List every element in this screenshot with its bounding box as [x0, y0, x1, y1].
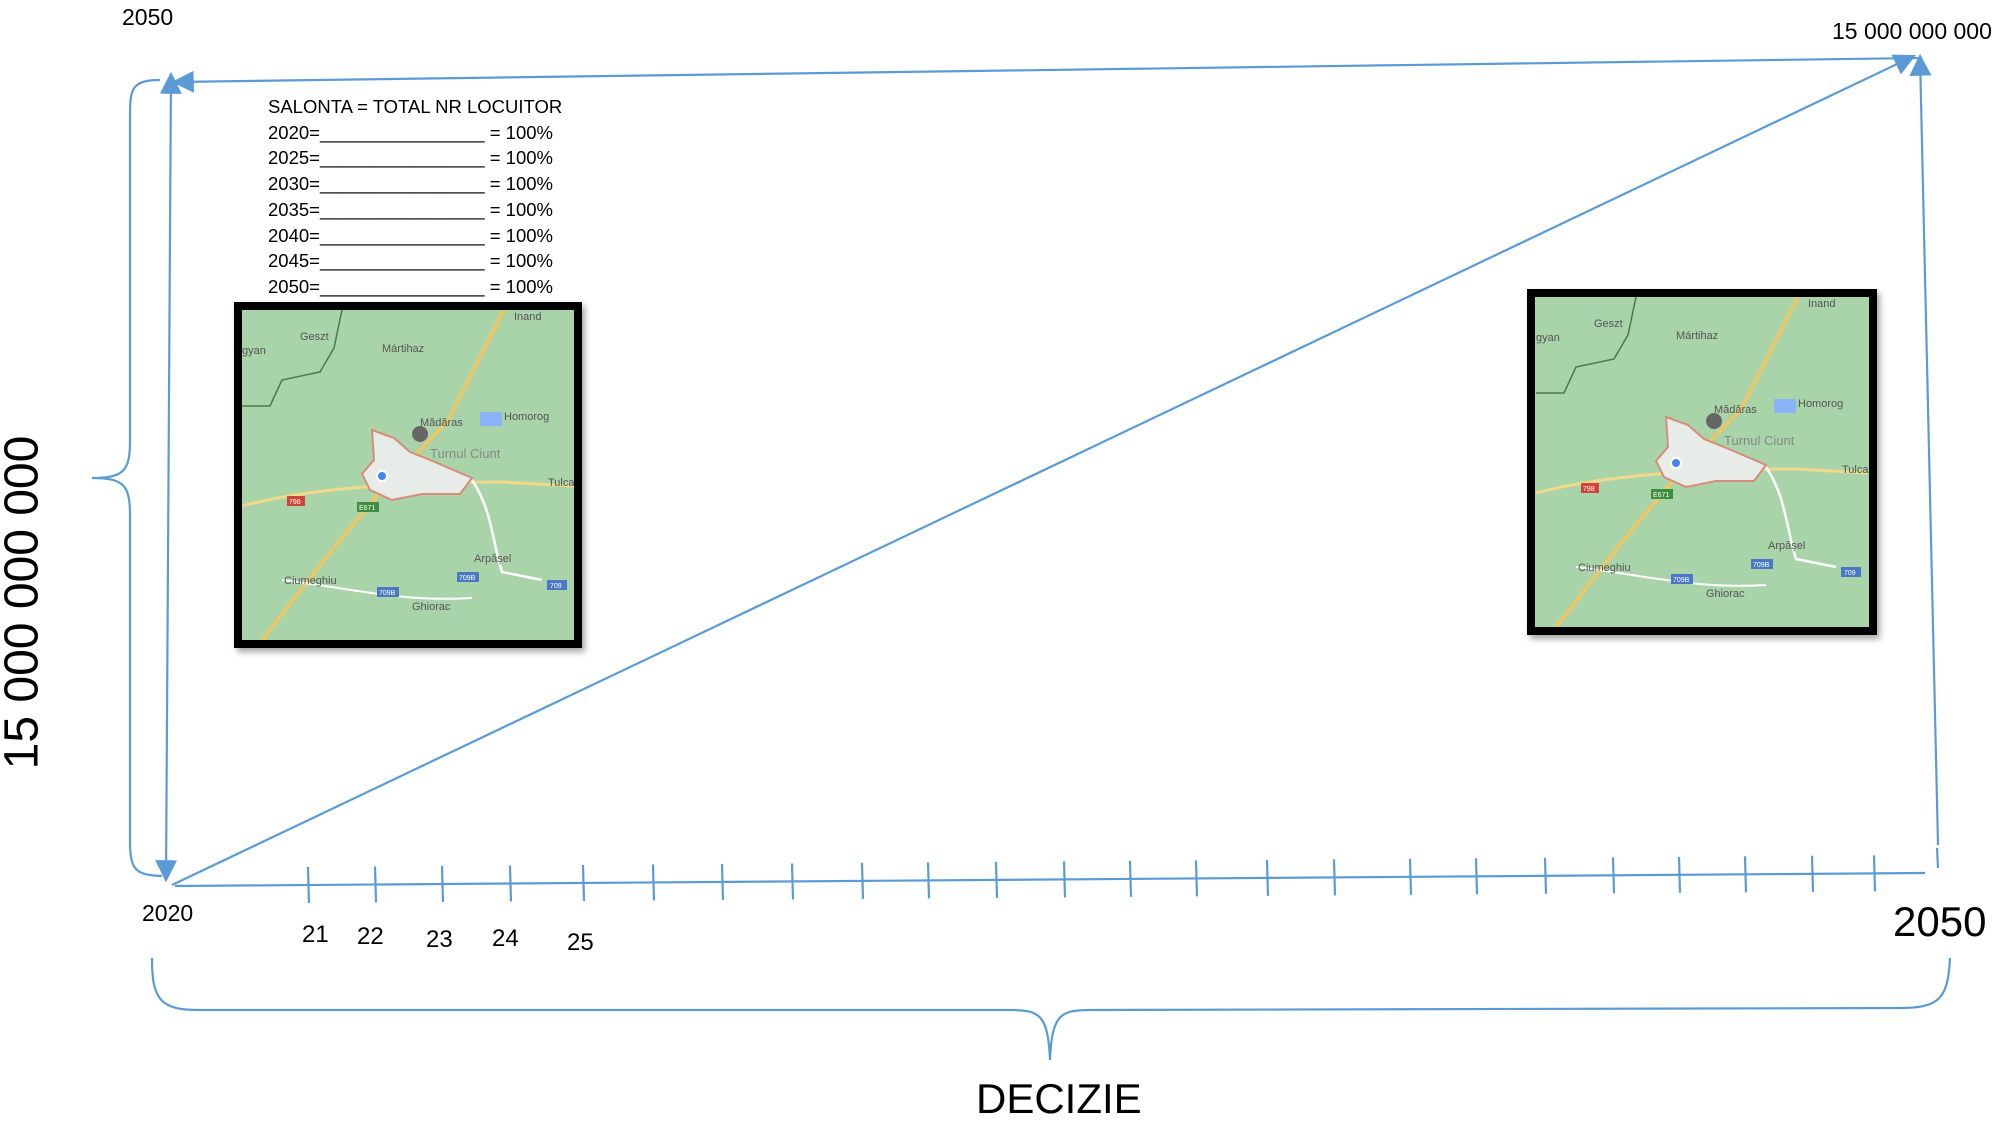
x-axis-tick [1474, 858, 1479, 895]
x-axis-tick [1265, 859, 1270, 896]
map-place-label: Tulca [548, 477, 574, 489]
table-row: 2050=________________ = 100% [268, 275, 553, 297]
top-left-year: 2050 [122, 4, 174, 30]
map-place-label: Mártihaz [1676, 330, 1718, 342]
x-axis-tick [720, 863, 725, 900]
map-graphic: Geszt Mártihaz Inand Mădăras Homorog Tur… [242, 310, 574, 640]
road-badge: 709B [1753, 562, 1770, 569]
x-axis-end [1935, 847, 1940, 869]
bottom-brace [150, 957, 1952, 1061]
salonta-map-right: Geszt Mártihaz Inand Mădăras Homorog Tur… [1527, 289, 1877, 635]
table-row: 2025=________________ = 100% [268, 147, 553, 169]
map-place-label: Geszt [1594, 318, 1623, 330]
x-axis-tick [1062, 861, 1067, 898]
top-right-value: 15 000 000 000 [1832, 18, 1992, 44]
table-title: SALONTA = TOTAL NR LOCUITOR [268, 96, 563, 117]
bottom-label: DECIZIE [976, 1075, 1142, 1122]
map-place-label: Turnul Ciunt [1724, 433, 1795, 448]
x-axis-tick [581, 864, 586, 901]
x-axis-tick [994, 861, 999, 898]
road-badge: E671 [1653, 492, 1669, 499]
table-row: 2030=________________ = 100% [268, 173, 553, 195]
left-arrow [155, 71, 182, 883]
map-place-label: Arpășel [1768, 540, 1805, 552]
x-axis-tick [1194, 860, 1199, 897]
x-axis-tick [1677, 856, 1682, 893]
right-arrow [1909, 53, 1940, 846]
x-axis-tick [860, 862, 865, 899]
road-badge: 709B [1673, 577, 1690, 584]
x-tick-label: 24 [492, 925, 519, 952]
map-graphic: Geszt Mártihaz Inand Mădăras Homorog Tur… [1535, 297, 1869, 627]
x-axis-tick [440, 865, 445, 903]
x-tick-label: 22 [357, 923, 384, 950]
map-place-label: Mădăras [1714, 404, 1757, 416]
table-row: 2040=________________ = 100% [268, 224, 553, 246]
map-place-label: Homorog [504, 411, 549, 423]
top-arrow [171, 56, 1919, 93]
map-place-label: Ciumeghiu [1578, 562, 1631, 574]
salonta-map-left: Geszt Mártihaz Inand Mădăras Homorog Tur… [234, 302, 582, 648]
x-axis-tick [1611, 857, 1616, 894]
x-axis-tick [1332, 859, 1337, 896]
population-table: SALONTA = TOTAL NR LOCUITOR 2020=_______… [268, 94, 562, 300]
x-axis-tick [1128, 860, 1133, 897]
map-place-label: Tulca [1842, 464, 1869, 476]
x-axis-tick [1743, 856, 1748, 893]
x-axis-tick [306, 866, 311, 904]
x-axis-tick [790, 863, 795, 900]
map-place-label: Ghiorac [1706, 588, 1745, 600]
map-edge-label: gyan [1536, 332, 1560, 344]
map-place-label: Mădăras [420, 417, 463, 429]
map-place-label: Turnul Ciunt [430, 446, 501, 461]
road-badge: 709 [1844, 570, 1856, 577]
x-tick-label: 23 [426, 926, 453, 953]
map-place-label: Ghiorac [412, 601, 451, 613]
map-place-label: Geszt [300, 331, 329, 343]
x-axis-tick [926, 862, 931, 899]
diagonal-arrow [171, 54, 1916, 886]
x-axis-tick [373, 866, 378, 903]
y-axis-label: 15 000 000 000 [0, 435, 49, 770]
x-tick-label: 21 [302, 921, 329, 948]
x-axis-tick [1872, 855, 1877, 892]
table-row: 2020=________________ = 100% [268, 121, 553, 143]
map-place-label: Homorog [1798, 398, 1843, 410]
x-axis-tick [1408, 858, 1413, 895]
map-place-label: Arpășel [474, 553, 511, 565]
x-axis-ticks [306, 855, 1877, 904]
road-badge: 798 [289, 499, 301, 506]
x-tick-label: 25 [567, 929, 594, 956]
x-axis-tick [508, 865, 513, 902]
road-badge: E671 [359, 505, 375, 512]
map-place-label: Ciumeghiu [284, 575, 337, 587]
road-badge: 709B [459, 575, 476, 582]
x-axis [174, 871, 1926, 888]
x-axis-tick [1810, 855, 1815, 892]
road-badge: 709 [550, 583, 562, 590]
map-edge-label: gyan [242, 345, 266, 357]
road-badge: 798 [1583, 486, 1595, 493]
map-place-label: Mártihaz [382, 343, 424, 355]
x-end-label: 2050 [1893, 898, 1987, 945]
left-brace [91, 78, 163, 878]
x-axis-tick [651, 864, 656, 901]
x-start-label: 2020 [142, 900, 194, 926]
road-badge: 709B [379, 590, 396, 597]
map-place-label: Inand [1808, 298, 1836, 310]
map-place-label: Inand [514, 311, 542, 323]
x-axis-tick [1543, 857, 1548, 894]
table-row: 2035=________________ = 100% [268, 198, 553, 220]
table-row: 2045=________________ = 100% [268, 250, 553, 272]
